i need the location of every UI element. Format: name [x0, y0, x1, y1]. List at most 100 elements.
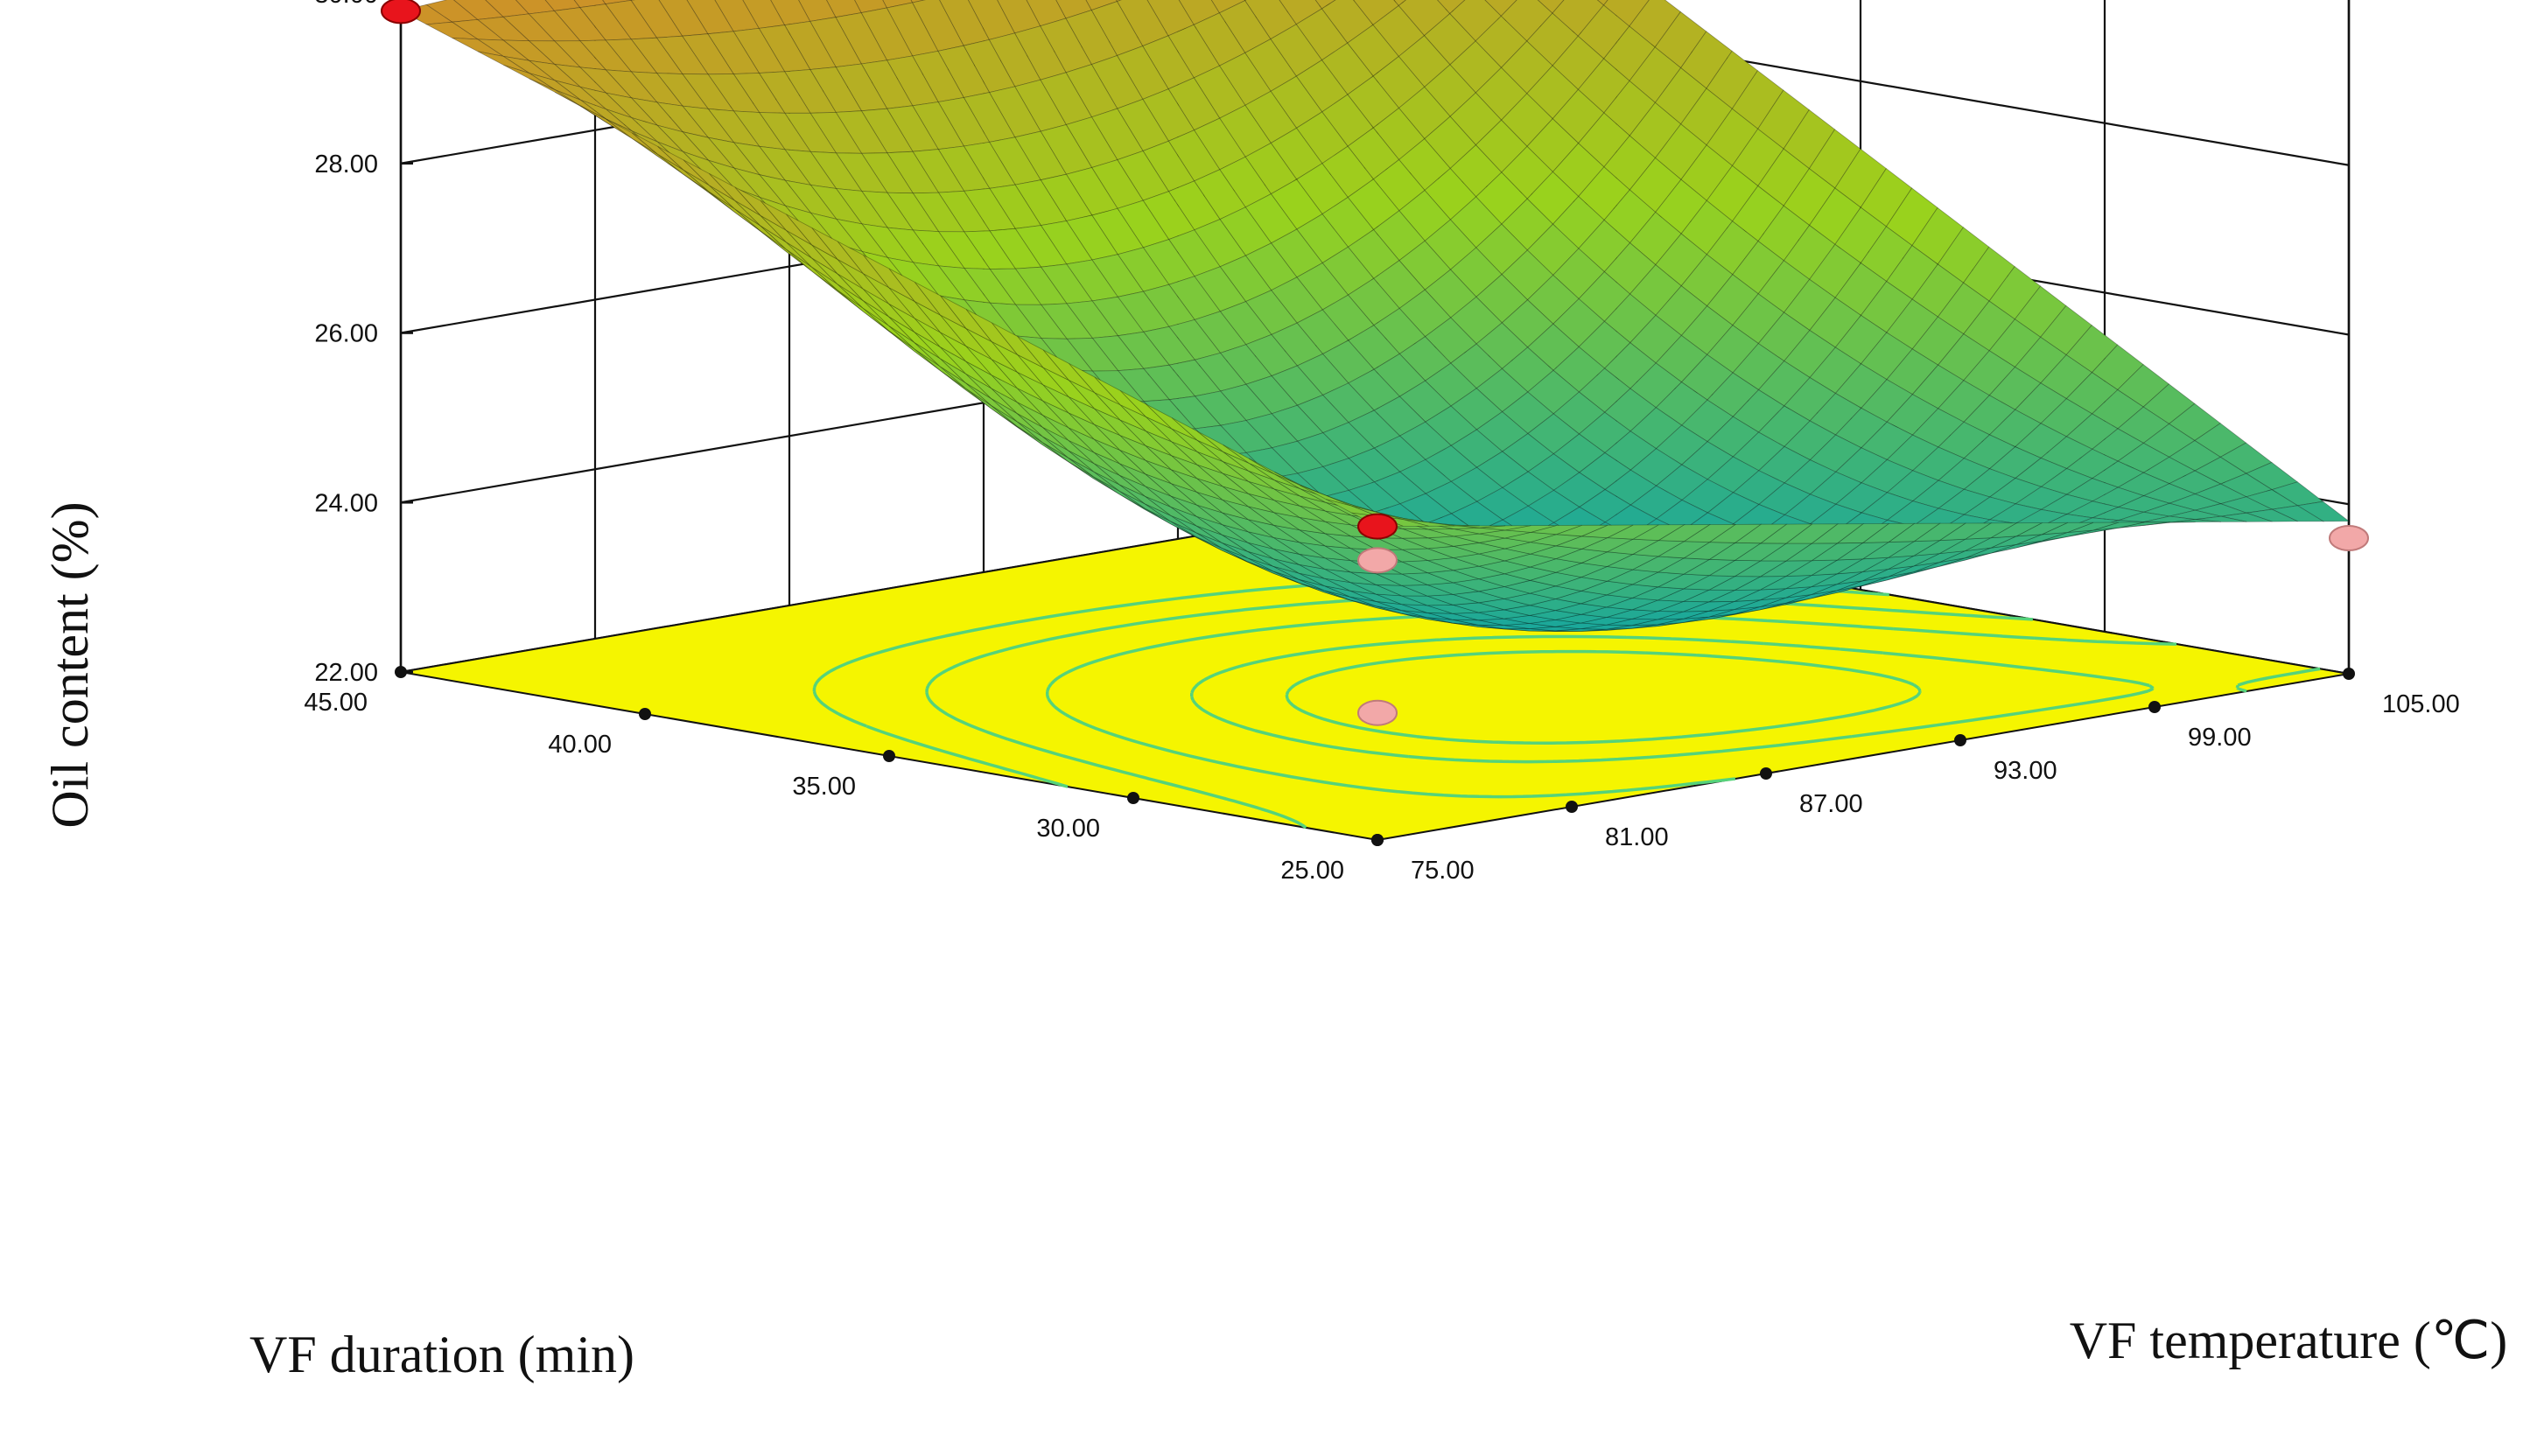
surface-facet: [1425, 480, 1478, 514]
z-tick-label: 30.00: [314, 0, 378, 9]
surface-facet: [2118, 522, 2170, 528]
surface-facet: [1069, 396, 1121, 436]
surface-facet: [1042, 349, 1096, 394]
surface-facet: [1436, 0, 1466, 15]
surface-facet: [1347, 24, 1399, 77]
surface-facet: [1066, 337, 1119, 372]
design-point-marker-below: [1357, 547, 1398, 574]
surface-facet: [1401, 572, 1454, 585]
surface-facet: [760, 200, 813, 246]
z-axis-title: Oil content (%): [41, 501, 99, 828]
surface-facet: [939, 0, 990, 46]
surface-facet: [2117, 472, 2170, 497]
surface-facet: [1475, 223, 1528, 276]
surface-facet: [2246, 508, 2298, 522]
surface-facet: [1142, 326, 1196, 366]
surface-facet: [1552, 248, 1605, 300]
surface-facet: [1426, 593, 1479, 606]
surface-facet: [937, 231, 991, 270]
surface-facet: [1017, 388, 1069, 429]
x-tick-label: 99.00: [2188, 724, 2252, 752]
surface-facet: [1478, 586, 1531, 599]
floor-contour-plane: [400, 504, 2350, 842]
surface-facet: [912, 192, 965, 233]
surface-facet: [1271, 404, 1324, 442]
surface-facet: [2194, 456, 2247, 485]
surface-facet: [1783, 278, 1836, 332]
surface-facet: [1040, 303, 1094, 340]
surface-facet: [809, 17, 862, 68]
surface-facet: [1274, 472, 1327, 496]
surface-facet: [1449, 0, 1502, 42]
surface-facet: [1834, 262, 1888, 316]
surface-facet: [991, 388, 1043, 428]
surface-facet: [1146, 430, 1198, 466]
y-tick-label: 25.00: [1280, 857, 1344, 885]
surface-facet: [1142, 191, 1195, 241]
x-tick-label: 81.00: [1605, 823, 1669, 851]
surface-facet: [1348, 325, 1400, 370]
surface-facet: [1119, 474, 1172, 508]
surface-facet: [683, 173, 735, 213]
surface-facet: [1606, 597, 1658, 611]
x-tick-label: 93.00: [1994, 757, 2057, 785]
y-tick-dot: [1127, 792, 1139, 804]
surface-facet: [1142, 35, 1195, 90]
surface-facet: [1654, 10, 1707, 69]
surface-facet: [1937, 282, 1990, 335]
surface-facet: [1911, 480, 1966, 509]
surface-facet: [1963, 395, 2016, 436]
surface-facet: [1757, 260, 1811, 313]
surface-facet: [1168, 359, 1222, 397]
surface-facet: [2220, 512, 2273, 522]
surface-facet: [937, 145, 991, 192]
surface-facet: [1245, 333, 1298, 377]
x-tick-dot: [2343, 668, 2355, 680]
x-axis-title: VF temperature (℃): [2070, 1312, 2508, 1369]
surface-facet: [1811, 558, 1863, 576]
surface-facet: [683, 159, 735, 201]
surface-facet: [1248, 506, 1300, 530]
surface-facet: [1424, 64, 1476, 117]
surface-facet: [888, 325, 941, 367]
surface-facet: [1398, 458, 1453, 494]
surface-facet: [1347, 178, 1400, 231]
surface-facet: [2091, 486, 2145, 508]
surface-facet: [1299, 542, 1351, 561]
surface-facet: [2067, 522, 2120, 533]
surface-facet: [910, 0, 927, 4]
surface-facet: [528, 10, 581, 42]
surface-facet: [1450, 500, 1503, 533]
surface-facet: [1479, 525, 1531, 531]
surface-facet: [1537, 0, 1565, 14]
x-tick-dot: [1371, 834, 1384, 846]
y-tick-dot: [639, 708, 651, 720]
surface-facet: [1963, 300, 2015, 352]
surface-facet: [1402, 548, 1454, 561]
surface-facet: [555, 92, 607, 123]
surface-facet: [1503, 566, 1558, 581]
surface-facet: [1068, 460, 1120, 495]
surface-facet: [1014, 304, 1068, 340]
surface-facet: [1040, 18, 1092, 74]
surface-facet: [835, 218, 889, 259]
surface-facet: [1478, 618, 1530, 626]
surface-facet: [1066, 259, 1118, 302]
surface-facet: [1273, 549, 1326, 570]
surface-facet: [1484, 0, 1517, 17]
surface-facet: [965, 382, 1018, 422]
surface-facet: [1861, 379, 1914, 423]
surface-facet: [1094, 392, 1146, 431]
surface-facet: [1117, 368, 1171, 402]
surface-facet: [1861, 458, 1914, 494]
surface-facet: [1988, 446, 2042, 479]
surface-facet: [1279, 0, 1322, 25]
surface-facet: [1168, 276, 1221, 320]
surface-facet: [1708, 523, 1763, 543]
surface-facet: [1223, 444, 1275, 475]
surface-facet: [1596, 0, 1608, 6]
surface-facet: [835, 152, 888, 193]
surface-facet: [1886, 245, 1938, 300]
surface-facet: [1783, 224, 1836, 280]
surface-facet: [1681, 399, 1734, 443]
